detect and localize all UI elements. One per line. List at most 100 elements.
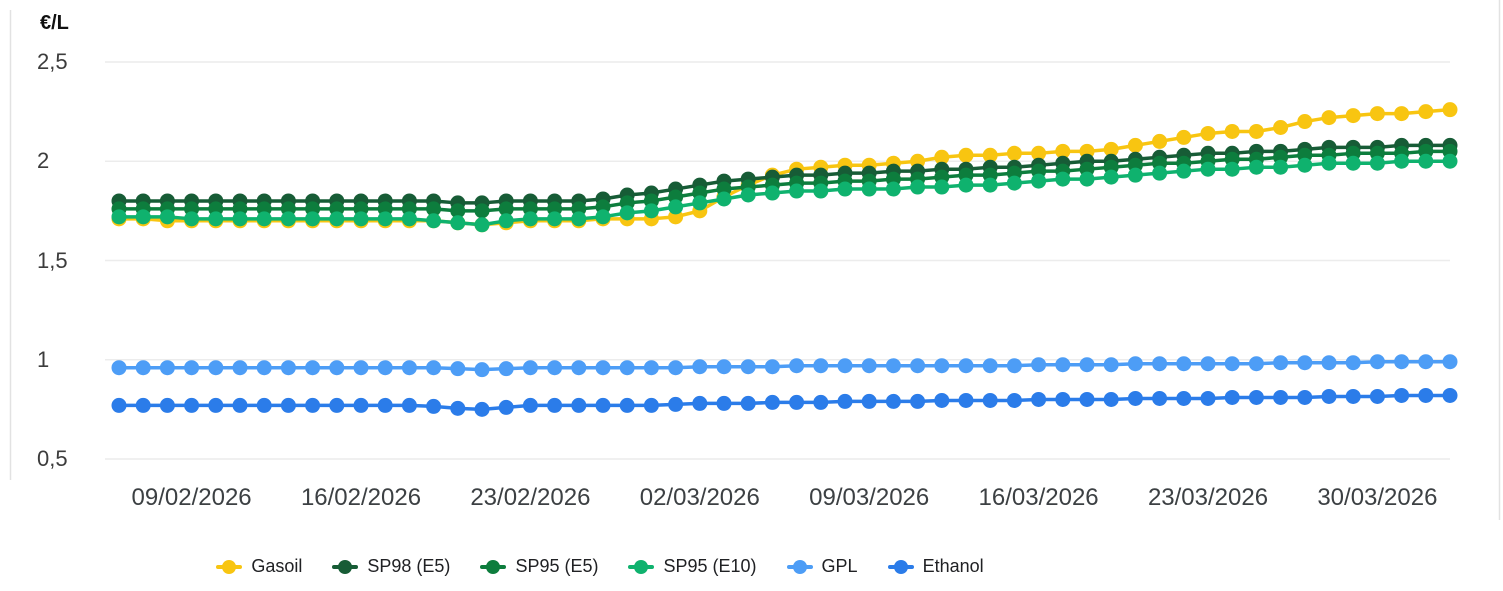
- data-point-ethanol[interactable]: [668, 396, 684, 412]
- data-point-ethanol[interactable]: [1079, 391, 1095, 407]
- legend-item-gpl[interactable]: GPL: [786, 556, 858, 577]
- data-point-sp95-e10[interactable]: [1079, 171, 1095, 187]
- data-point-sp95-e10[interactable]: [1055, 171, 1071, 187]
- data-point-sp95-e10[interactable]: [861, 181, 877, 197]
- data-point-gpl[interactable]: [450, 361, 466, 377]
- data-point-sp95-e10[interactable]: [1418, 153, 1434, 169]
- data-point-gasoil[interactable]: [1152, 133, 1168, 149]
- data-point-sp95-e10[interactable]: [111, 209, 127, 225]
- data-point-sp95-e10[interactable]: [1200, 161, 1216, 177]
- data-point-sp95-e10[interactable]: [256, 211, 272, 227]
- data-point-gpl[interactable]: [571, 360, 587, 376]
- data-point-sp95-e10[interactable]: [522, 211, 538, 227]
- data-point-gpl[interactable]: [1127, 356, 1143, 372]
- data-point-ethanol[interactable]: [571, 397, 587, 413]
- data-point-sp95-e10[interactable]: [1176, 163, 1192, 179]
- data-point-sp95-e10[interactable]: [159, 209, 175, 225]
- data-point-sp95-e10[interactable]: [1248, 159, 1264, 175]
- data-point-ethanol[interactable]: [982, 392, 998, 408]
- data-point-sp95-e10[interactable]: [910, 179, 926, 195]
- data-point-sp95-e10[interactable]: [837, 181, 853, 197]
- data-point-gpl[interactable]: [256, 360, 272, 376]
- data-point-sp95-e10[interactable]: [135, 209, 151, 225]
- data-point-gpl[interactable]: [1321, 355, 1337, 371]
- data-point-sp95-e5[interactable]: [474, 203, 490, 219]
- data-point-ethanol[interactable]: [1127, 390, 1143, 406]
- data-point-ethanol[interactable]: [595, 397, 611, 413]
- data-point-sp95-e10[interactable]: [353, 211, 369, 227]
- data-point-sp95-e10[interactable]: [1442, 153, 1458, 169]
- data-point-gasoil[interactable]: [1273, 120, 1289, 136]
- data-point-sp95-e10[interactable]: [547, 211, 563, 227]
- data-point-ethanol[interactable]: [1224, 389, 1240, 405]
- data-point-gpl[interactable]: [1345, 355, 1361, 371]
- data-point-gpl[interactable]: [1055, 357, 1071, 373]
- data-point-sp95-e10[interactable]: [305, 211, 321, 227]
- data-point-gpl[interactable]: [668, 360, 684, 376]
- data-point-ethanol[interactable]: [740, 395, 756, 411]
- data-point-gpl[interactable]: [1200, 356, 1216, 372]
- data-point-gasoil[interactable]: [1176, 129, 1192, 145]
- data-point-gasoil[interactable]: [1103, 141, 1119, 157]
- data-point-gpl[interactable]: [789, 358, 805, 374]
- data-point-gpl[interactable]: [498, 361, 514, 377]
- data-point-sp95-e10[interactable]: [474, 217, 490, 233]
- data-point-gpl[interactable]: [1442, 354, 1458, 370]
- data-point-gpl[interactable]: [764, 359, 780, 375]
- data-point-gasoil[interactable]: [958, 147, 974, 163]
- data-point-sp95-e10[interactable]: [934, 179, 950, 195]
- data-point-ethanol[interactable]: [547, 397, 563, 413]
- data-point-gasoil[interactable]: [1321, 110, 1337, 126]
- data-point-gpl[interactable]: [910, 358, 926, 374]
- data-point-ethanol[interactable]: [764, 394, 780, 410]
- data-point-sp95-e5[interactable]: [450, 203, 466, 219]
- data-point-sp95-e10[interactable]: [716, 191, 732, 207]
- data-point-gpl[interactable]: [595, 360, 611, 376]
- data-point-gasoil[interactable]: [1200, 125, 1216, 141]
- data-point-ethanol[interactable]: [1103, 391, 1119, 407]
- data-point-ethanol[interactable]: [1200, 390, 1216, 406]
- data-point-sp95-e10[interactable]: [571, 211, 587, 227]
- data-point-sp95-e10[interactable]: [595, 209, 611, 225]
- data-point-gasoil[interactable]: [934, 149, 950, 165]
- data-point-gpl[interactable]: [474, 362, 490, 378]
- data-point-sp95-e10[interactable]: [1006, 175, 1022, 191]
- legend-item-gasoil[interactable]: Gasoil: [216, 556, 302, 577]
- data-point-gpl[interactable]: [184, 360, 200, 376]
- data-point-sp95-e10[interactable]: [1273, 159, 1289, 175]
- data-point-sp95-e10[interactable]: [643, 203, 659, 219]
- data-point-ethanol[interactable]: [1442, 387, 1458, 403]
- data-point-sp95-e10[interactable]: [426, 213, 442, 229]
- data-point-ethanol[interactable]: [1152, 390, 1168, 406]
- data-point-gpl[interactable]: [1176, 356, 1192, 372]
- data-point-ethanol[interactable]: [1369, 388, 1385, 404]
- data-point-gpl[interactable]: [280, 360, 296, 376]
- data-point-gpl[interactable]: [1103, 357, 1119, 373]
- data-point-gpl[interactable]: [329, 360, 345, 376]
- data-point-gpl[interactable]: [547, 360, 563, 376]
- data-point-ethanol[interactable]: [159, 397, 175, 413]
- data-point-ethanol[interactable]: [1176, 390, 1192, 406]
- data-point-gpl[interactable]: [1079, 357, 1095, 373]
- data-point-gpl[interactable]: [813, 358, 829, 374]
- data-point-gpl[interactable]: [716, 359, 732, 375]
- data-point-sp95-e10[interactable]: [813, 183, 829, 199]
- data-point-gpl[interactable]: [837, 358, 853, 374]
- data-point-gpl[interactable]: [135, 360, 151, 376]
- data-point-sp95-e10[interactable]: [740, 187, 756, 203]
- data-point-gasoil[interactable]: [1055, 143, 1071, 159]
- data-point-ethanol[interactable]: [184, 397, 200, 413]
- data-point-ethanol[interactable]: [1273, 389, 1289, 405]
- data-point-gpl[interactable]: [958, 358, 974, 374]
- data-point-gpl[interactable]: [401, 360, 417, 376]
- data-point-sp95-e10[interactable]: [789, 183, 805, 199]
- data-point-sp95-e10[interactable]: [885, 181, 901, 197]
- data-point-gasoil[interactable]: [982, 147, 998, 163]
- data-point-sp95-e10[interactable]: [401, 211, 417, 227]
- data-point-sp95-e5[interactable]: [498, 201, 514, 217]
- data-point-gasoil[interactable]: [1248, 123, 1264, 139]
- data-point-ethanol[interactable]: [1321, 388, 1337, 404]
- data-point-gpl[interactable]: [353, 360, 369, 376]
- data-point-ethanol[interactable]: [861, 393, 877, 409]
- data-point-sp95-e10[interactable]: [1103, 169, 1119, 185]
